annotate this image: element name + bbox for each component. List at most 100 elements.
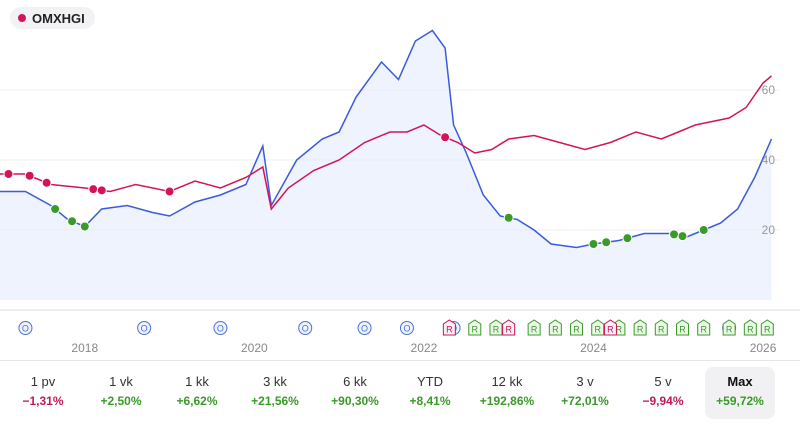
svg-text:R: R [531, 325, 538, 335]
svg-text:R: R [607, 325, 614, 335]
period-change: +59,72% [716, 394, 764, 408]
svg-text:O: O [22, 324, 29, 334]
period-option-0[interactable]: 1 pv −1,31% [8, 367, 78, 419]
period-option-8[interactable]: 5 v −9,94% [628, 367, 698, 419]
period-label: 1 kk [185, 374, 209, 389]
period-label: 6 kk [343, 374, 367, 389]
dividend-marker-green-7 [669, 229, 680, 240]
period-option-9[interactable]: Max +59,72% [705, 367, 775, 419]
dividend-marker-green-0 [50, 204, 61, 214]
period-label: Max [727, 374, 753, 389]
period-option-7[interactable]: 3 v +72,01% [550, 367, 620, 419]
dividend-marker-red-5 [164, 186, 175, 197]
y-tick-label-2: 60 [762, 83, 776, 97]
dividend-marker-green-6 [622, 233, 633, 244]
x-tick-label-4: 2026 [750, 341, 777, 355]
period-label: 3 v [576, 374, 594, 389]
legend-dot [18, 14, 26, 22]
x-tick-label-2: 2022 [411, 341, 438, 355]
svg-text:R: R [700, 325, 707, 335]
period-change: +2,50% [100, 394, 142, 408]
event-r-green-icon-4: R [570, 319, 584, 336]
period-option-6[interactable]: 12 kk +192,86% [472, 367, 542, 419]
event-o-icon-0: O [18, 321, 33, 335]
period-option-2[interactable]: 1 kk +6,62% [162, 367, 232, 419]
legend-chip[interactable]: OMXHGI [10, 7, 95, 29]
dividend-marker-green-8 [677, 231, 688, 242]
period-option-3[interactable]: 3 kk +21,56% [240, 367, 310, 419]
event-r-green-icon-11: R [722, 319, 736, 336]
event-o-icon-5: O [399, 321, 414, 335]
dividend-marker-red-4 [96, 185, 107, 196]
y-tick-label-0: 20 [762, 223, 776, 237]
series-fill-blue [0, 30, 772, 300]
event-r-green-icon-7: R [633, 319, 647, 336]
svg-text:R: R [679, 325, 686, 335]
event-o-icon-4: O [357, 321, 372, 335]
period-change: +90,30% [331, 394, 379, 408]
svg-text:R: R [747, 325, 754, 335]
event-r-green-icon-12: R [743, 319, 757, 336]
y-tick-label-1: 40 [762, 153, 776, 167]
legend-label: OMXHGI [32, 10, 85, 26]
svg-text:O: O [361, 324, 368, 334]
event-r-pink-icon-1: R [502, 319, 516, 336]
svg-text:R: R [616, 325, 623, 335]
event-o-icon-2: O [213, 321, 228, 335]
event-r-green-icon-9: R [676, 319, 689, 336]
event-r-green-icon-1: R [489, 319, 503, 336]
price-chart[interactable]: 204060OOOOOOOORRRRRRRRRRRRRRRRR201820202… [0, 0, 800, 360]
dividend-marker-red-2 [41, 177, 52, 188]
svg-text:R: R [552, 325, 559, 335]
svg-text:R: R [637, 325, 644, 335]
period-change: +192,86% [479, 394, 535, 408]
period-option-1[interactable]: 1 vk +2,50% [86, 367, 156, 419]
event-r-pink-icon-0: R [442, 319, 456, 336]
period-option-5[interactable]: YTD +8,41% [395, 367, 465, 419]
svg-text:R: R [505, 325, 512, 335]
dividend-marker-green-3 [503, 212, 514, 223]
period-label: YTD [417, 374, 443, 389]
event-r-green-icon-5: R [591, 319, 605, 336]
period-label: 1 vk [109, 374, 133, 389]
event-r-green-icon-2: R [527, 319, 541, 336]
svg-text:R: R [658, 325, 665, 335]
period-label: 12 kk [491, 374, 523, 389]
svg-text:R: R [446, 325, 453, 335]
dividend-marker-green-2 [79, 221, 90, 232]
chart-svg[interactable]: 204060OOOOOOOORRRRRRRRRRRRRRRRR201820202… [0, 0, 800, 360]
period-label: 5 v [654, 374, 672, 389]
period-change: −9,94% [642, 394, 684, 408]
svg-text:R: R [493, 325, 500, 335]
event-r-green-icon-0: R [468, 319, 482, 336]
svg-text:O: O [302, 324, 309, 334]
svg-text:R: R [573, 325, 580, 335]
period-label: 1 pv [30, 374, 56, 389]
svg-text:O: O [217, 324, 224, 334]
svg-text:O: O [403, 324, 410, 334]
dividend-marker-red-3 [88, 184, 99, 195]
dividend-marker-green-4 [588, 239, 599, 249]
event-r-green-icon-10: R [697, 319, 711, 336]
period-change: +72,01% [561, 394, 609, 408]
svg-text:R: R [594, 325, 601, 335]
event-r-green-icon-8: R [654, 319, 668, 336]
dividend-marker-green-5 [601, 237, 612, 248]
event-o-icon-1: O [137, 321, 152, 335]
svg-text:O: O [141, 324, 148, 334]
svg-text:R: R [726, 325, 733, 335]
period-option-4[interactable]: 6 kk +90,30% [320, 367, 390, 419]
period-change: +6,62% [176, 394, 218, 408]
dividend-marker-red-6 [440, 132, 451, 143]
x-tick-label-1: 2020 [241, 341, 268, 355]
dividend-marker-red-0 [3, 169, 14, 179]
period-change: +8,41% [409, 394, 451, 408]
event-r-green-icon-3: R [548, 319, 562, 336]
event-r-pink-icon-2: R [603, 319, 617, 336]
period-change: −1,31% [22, 394, 64, 408]
dividend-marker-green-1 [67, 216, 78, 227]
period-label: 3 kk [263, 374, 287, 389]
dividend-marker-red-1 [24, 170, 35, 181]
series-line-blue [0, 29, 773, 249]
svg-text:R: R [472, 325, 479, 335]
